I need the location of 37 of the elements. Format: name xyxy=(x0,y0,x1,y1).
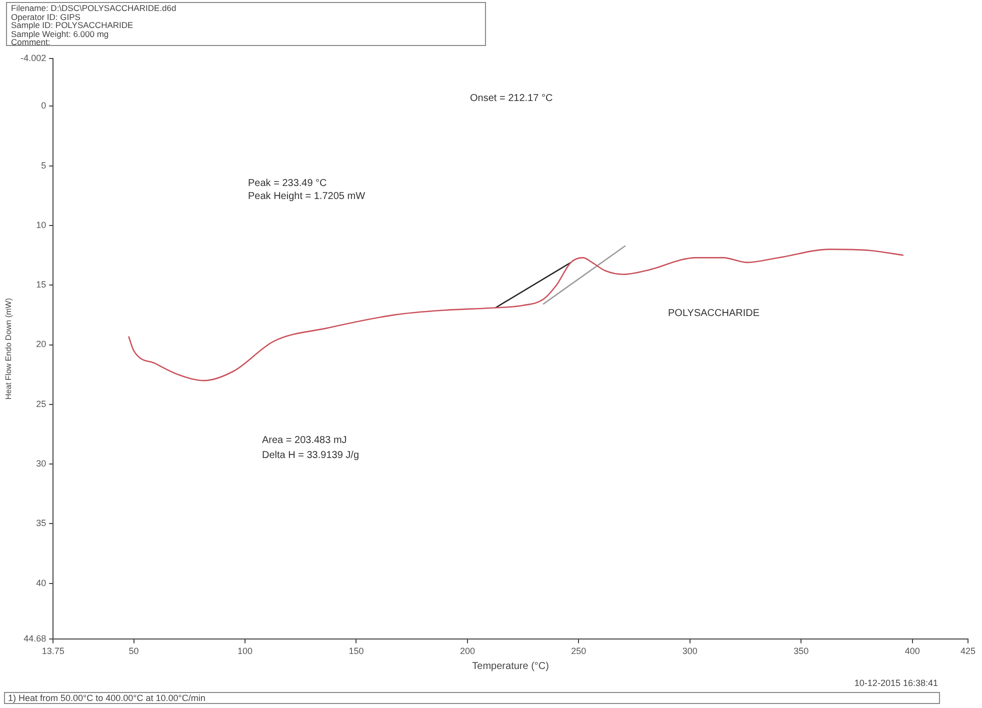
text: Sample Weight: 6.000 mg xyxy=(11,28,110,39)
text: 10-12-2015 16:38:41 xyxy=(854,678,938,688)
annotation: POLYSACCHARIDE xyxy=(668,308,760,319)
annotation: Peak = 233.49 °C xyxy=(248,178,327,189)
text: 1) Heat from 50.00°C to 400.00°C at 10.00°C/min xyxy=(4,692,940,704)
y-tick-label: 20 xyxy=(36,339,46,350)
y-axis-title: Heat Flow Endo Down (mW) xyxy=(4,298,14,400)
y-tick-label: 30 xyxy=(36,458,46,469)
y-tick-label: 40 xyxy=(36,578,46,588)
annotation: Delta H = 33.9139 J/g xyxy=(262,450,360,461)
annotation: Peak Height = 1.7205 mW xyxy=(248,190,366,202)
x-tick-label: 13.75 xyxy=(42,646,64,656)
y-tick-label: 15 xyxy=(36,280,46,290)
line-series xyxy=(128,248,904,382)
x-tick-label: 250 xyxy=(571,646,586,656)
y-tick-label: 35 xyxy=(36,518,46,528)
text: Filename: D:\DSC\POLYSACCHARIDE.d6d xyxy=(11,3,178,13)
y-tick-label: 0 xyxy=(41,100,46,111)
x-tick-label: 50 xyxy=(128,646,139,656)
y-tick-label: 5 xyxy=(41,160,46,170)
y-tick-label: -4.002 xyxy=(20,52,46,63)
annotation: Onset = 212.17 °C xyxy=(470,92,553,104)
annotation: Area = 203.483 mJ xyxy=(262,434,347,446)
x-tick-label: 200 xyxy=(460,646,475,656)
text: Comment: xyxy=(11,37,50,48)
y-tick-label: 10 xyxy=(36,220,46,230)
x-tick-label: 300 xyxy=(682,646,698,656)
x-tick-label: 400 xyxy=(904,646,920,656)
x-tick-label: 150 xyxy=(348,646,364,656)
x-axis-title: Temperature (°C) xyxy=(472,660,549,672)
x-tick-label: 350 xyxy=(794,646,809,656)
y-tick-label: 25 xyxy=(36,398,46,409)
x-tick-label: 425 xyxy=(960,646,976,656)
text: Sample ID: POLYSACCHARIDE xyxy=(11,20,134,30)
text: Operator ID: GIPS xyxy=(11,12,82,22)
x-tick-label: 100 xyxy=(237,646,253,656)
y-tick-label: 44.68 xyxy=(24,634,46,644)
